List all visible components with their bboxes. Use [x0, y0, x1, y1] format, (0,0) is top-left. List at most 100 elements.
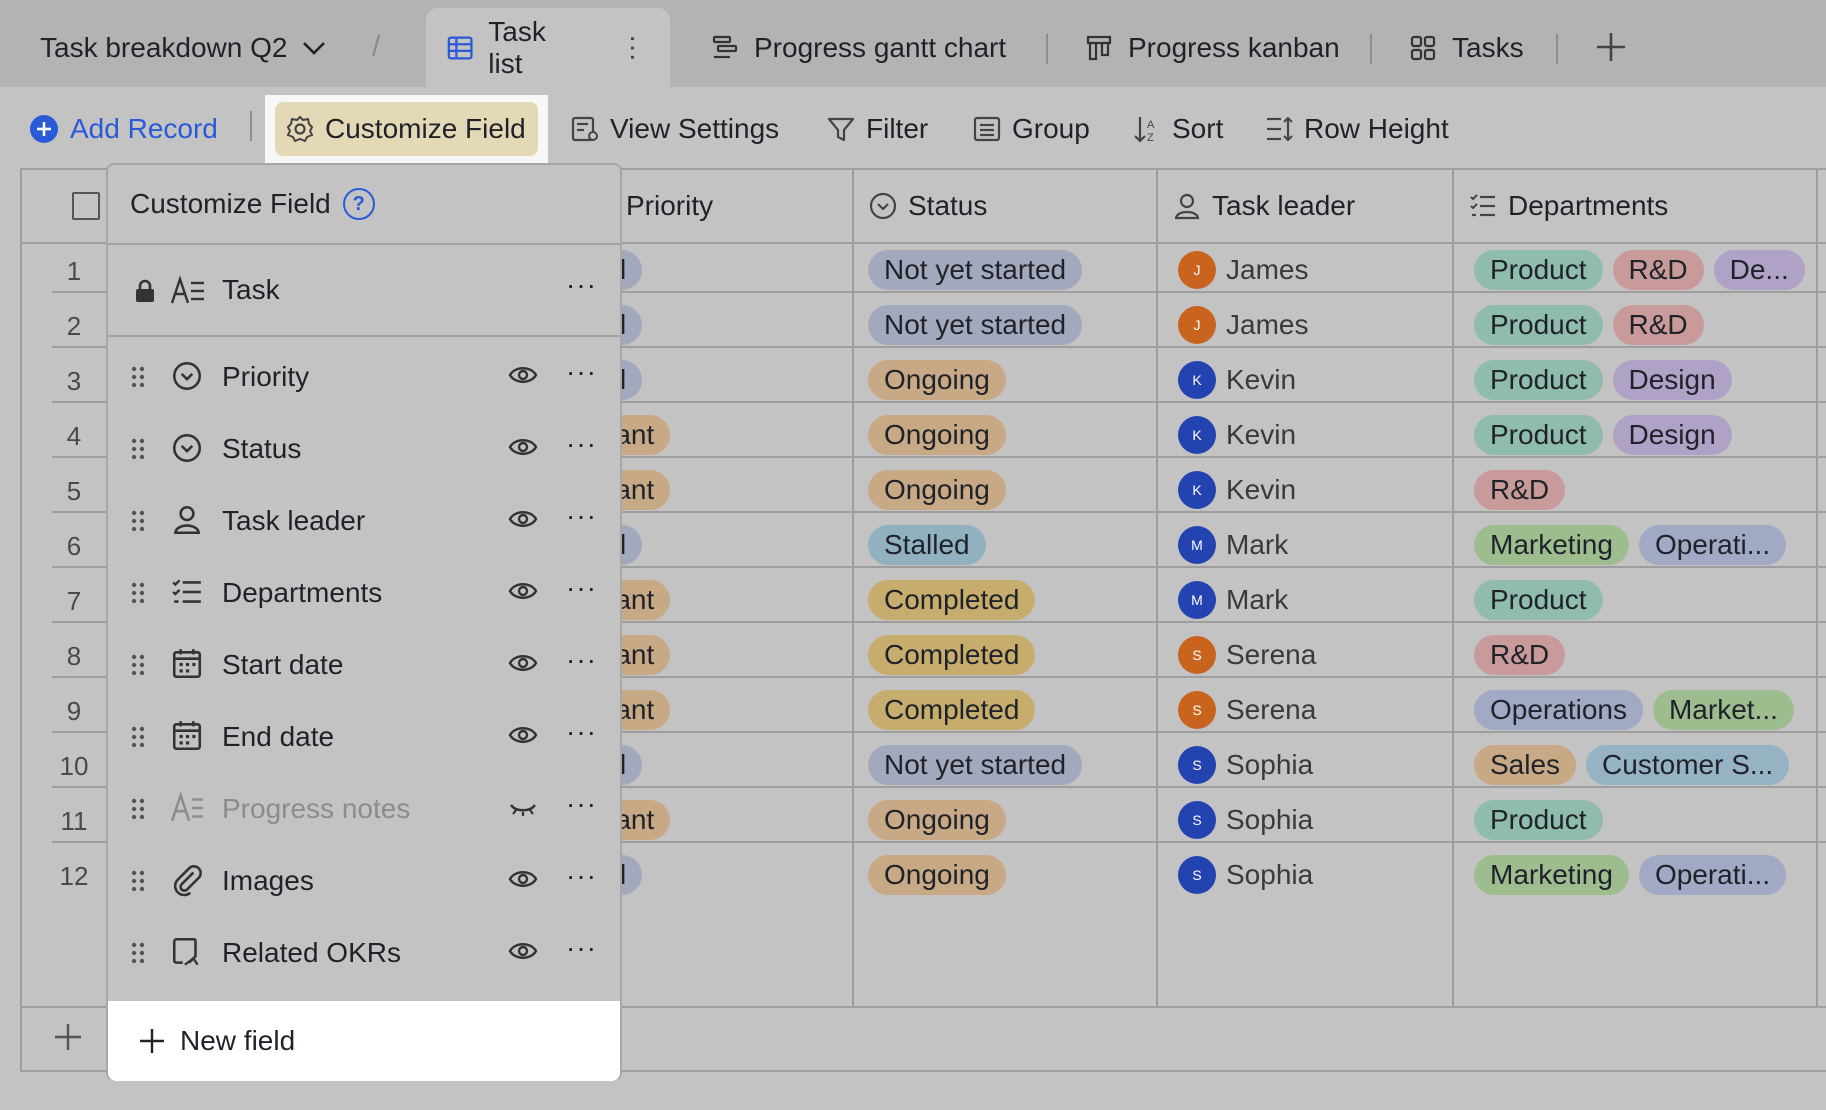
new-field-button[interactable]: New field	[108, 1001, 620, 1081]
status-cell[interactable]: Ongoing	[868, 843, 1006, 907]
departments-cell[interactable]: Product	[1474, 788, 1603, 852]
more-icon[interactable]: ···	[566, 716, 597, 747]
task-leader-cell[interactable]: S Sophia	[1178, 843, 1313, 907]
departments-cell[interactable]: Marketing Operati...	[1474, 513, 1787, 577]
departments-cell[interactable]: Product R&D De...	[1474, 238, 1805, 302]
add-record-button[interactable]: Add Record	[28, 87, 218, 170]
more-icon[interactable]: ···	[566, 269, 597, 300]
field-row[interactable]: End date ···	[108, 701, 620, 773]
task-leader-cell[interactable]: S Sophia	[1178, 788, 1313, 852]
eye-icon[interactable]	[508, 435, 538, 459]
departments-cell[interactable]: Product	[1474, 568, 1603, 632]
avatar: S	[1178, 801, 1216, 839]
more-icon[interactable]: ···	[566, 428, 597, 459]
status-cell[interactable]: Stalled	[868, 513, 986, 577]
customize-field-button[interactable]: Customize Field	[275, 102, 538, 156]
eye-icon[interactable]	[508, 363, 538, 387]
view-settings-button[interactable]: View Settings	[570, 87, 779, 170]
field-row[interactable]: Start date ···	[108, 629, 620, 701]
drag-handle-icon[interactable]	[130, 725, 146, 749]
departments-cell[interactable]: Operations Market...	[1474, 678, 1794, 742]
departments-cell[interactable]: Product R&D	[1474, 293, 1704, 357]
drag-handle-icon[interactable]	[130, 365, 146, 389]
field-row-primary[interactable]: Task ···	[108, 245, 620, 335]
drag-handle-icon[interactable]	[130, 653, 146, 677]
row-height-button[interactable]: Row Height	[1264, 87, 1449, 170]
column-header-priority[interactable]: Priority	[626, 170, 713, 242]
field-row[interactable]: Related OKRs ···	[108, 917, 620, 989]
status-tag: Not yet started	[868, 305, 1083, 345]
eye-icon[interactable]	[508, 507, 538, 531]
status-cell[interactable]: Completed	[868, 678, 1036, 742]
add-view-button[interactable]	[1592, 28, 1630, 71]
tab-progress-gantt-chart[interactable]: Progress gantt chart	[690, 8, 1026, 87]
task-leader-cell[interactable]: K Kevin	[1178, 458, 1296, 522]
field-row[interactable]: Priority ···	[108, 341, 620, 413]
tab-progress-kanban[interactable]: Progress kanban	[1064, 8, 1360, 87]
group-button[interactable]: Group	[972, 87, 1090, 170]
tab-more-icon[interactable]: ···	[619, 33, 650, 62]
column-header-departments[interactable]: Departments	[1468, 170, 1668, 242]
more-icon[interactable]: ···	[566, 572, 597, 603]
task-leader-cell[interactable]: M Mark	[1178, 568, 1288, 632]
tab-tasks[interactable]: Tasks	[1388, 8, 1544, 87]
drag-handle-icon[interactable]	[130, 869, 146, 893]
task-leader-cell[interactable]: M Mark	[1178, 513, 1288, 577]
row-divider	[52, 621, 1826, 623]
eye-icon[interactable]	[508, 939, 538, 963]
task-leader-cell[interactable]: S Sophia	[1178, 733, 1313, 797]
task-leader-cell[interactable]: J James	[1178, 293, 1308, 357]
task-leader-cell[interactable]: K Kevin	[1178, 348, 1296, 412]
select-all-checkbox[interactable]	[72, 192, 100, 220]
status-cell[interactable]: Not yet started	[868, 733, 1083, 797]
eye-icon[interactable]	[508, 723, 538, 747]
field-row[interactable]: Departments ···	[108, 557, 620, 629]
eye-closed-icon[interactable]	[508, 795, 538, 819]
departments-cell[interactable]: R&D	[1474, 623, 1566, 687]
eye-icon[interactable]	[508, 651, 538, 675]
task-leader-cell[interactable]: S Serena	[1178, 678, 1316, 742]
status-cell[interactable]: Ongoing	[868, 348, 1006, 412]
drag-handle-icon[interactable]	[130, 941, 146, 965]
base-title-dropdown[interactable]: Task breakdown Q2	[40, 24, 329, 72]
field-row[interactable]: Task leader ···	[108, 485, 620, 557]
task-leader-cell[interactable]: K Kevin	[1178, 403, 1296, 467]
help-icon[interactable]: ?	[342, 188, 375, 220]
column-header-status[interactable]: Status	[868, 170, 987, 242]
drag-handle-icon[interactable]	[130, 437, 146, 461]
task-leader-cell[interactable]: S Serena	[1178, 623, 1316, 687]
field-row[interactable]: Progress notes ···	[108, 773, 620, 845]
more-icon[interactable]: ···	[566, 788, 597, 819]
status-cell[interactable]: Completed	[868, 568, 1036, 632]
status-cell[interactable]: Ongoing	[868, 403, 1006, 467]
departments-cell[interactable]: Sales Customer S...	[1474, 733, 1790, 797]
field-row[interactable]: Status ···	[108, 413, 620, 485]
departments-cell[interactable]: R&D	[1474, 458, 1566, 522]
more-icon[interactable]: ···	[566, 860, 597, 891]
task-leader-cell[interactable]: J James	[1178, 238, 1308, 302]
eye-icon[interactable]	[508, 579, 538, 603]
add-row-button[interactable]	[52, 1018, 84, 1063]
tab-task-list[interactable]: Task list ···	[426, 8, 670, 87]
status-cell[interactable]: Ongoing	[868, 458, 1006, 522]
field-row[interactable]: Images ···	[108, 845, 620, 917]
status-cell[interactable]: Not yet started	[868, 238, 1083, 302]
more-icon[interactable]: ···	[566, 644, 597, 675]
departments-cell[interactable]: Product Design	[1474, 403, 1732, 467]
more-icon[interactable]: ···	[566, 500, 597, 531]
more-icon[interactable]: ···	[566, 356, 597, 387]
more-icon[interactable]: ···	[566, 932, 597, 963]
status-cell[interactable]: Not yet started	[868, 293, 1083, 357]
filter-button[interactable]: Filter	[826, 87, 928, 170]
drag-handle-icon[interactable]	[130, 581, 146, 605]
column-header-task-leader[interactable]: Task leader	[1172, 170, 1355, 242]
status-cell[interactable]: Ongoing	[868, 788, 1006, 852]
eye-icon[interactable]	[508, 867, 538, 891]
drag-handle-icon[interactable]	[130, 797, 146, 821]
departments-cell[interactable]: Marketing Operati...	[1474, 843, 1787, 907]
departments-cell[interactable]: Product Design	[1474, 348, 1732, 412]
drag-handle-icon[interactable]	[130, 509, 146, 533]
avatar: J	[1178, 306, 1216, 344]
status-cell[interactable]: Completed	[868, 623, 1036, 687]
